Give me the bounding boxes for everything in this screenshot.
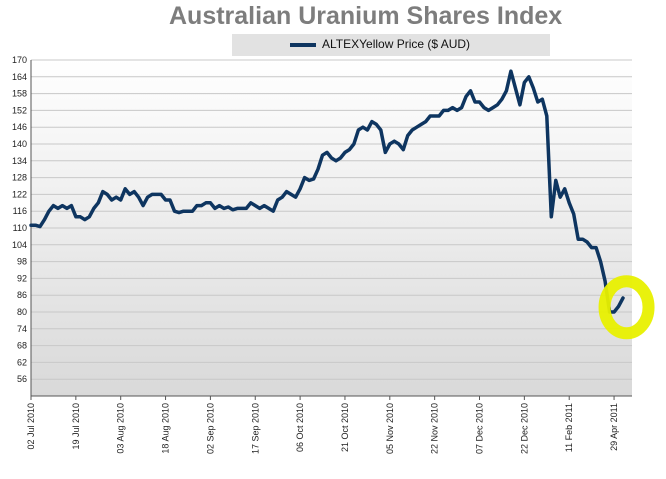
x-tick-label: 29 Apr 2011 [609, 403, 619, 451]
y-axis: 56 62 68 74 80 86 92 98 104 110 116 122 128 134 140 146… [12, 55, 632, 397]
legend: ALTEXYellow Price ($ AUD) [232, 34, 550, 56]
x-tick-label: 21 Oct 2010 [340, 403, 350, 452]
y-tick-label: 158 [12, 89, 27, 99]
x-tick-label: 06 Oct 2010 [295, 403, 305, 452]
y-tick-label: 74 [17, 324, 27, 334]
y-tick-label: 140 [12, 139, 27, 149]
y-tick-label: 122 [12, 189, 27, 199]
series-line [29, 69, 625, 314]
x-axis: 02 Jul 2010 19 Jul 2010 03 Aug 2010 18 Aug … [26, 396, 619, 454]
y-tick-label: 116 [13, 206, 27, 216]
y-tick-label: 56 [17, 374, 27, 384]
annotation-layer [598, 275, 655, 340]
y-tick-label: 86 [17, 290, 27, 300]
x-tick-label: 18 Aug 2010 [161, 403, 171, 454]
legend-label: ALTEXYellow Price ($ AUD) [322, 37, 471, 51]
x-tick-label: 02 Sep 2010 [205, 403, 215, 454]
x-tick-label: 07 Dec 2010 [475, 403, 485, 454]
x-tick-label: 03 Aug 2010 [116, 403, 126, 454]
y-tick-label: 98 [17, 257, 27, 267]
y-tick-label: 170 [12, 55, 27, 65]
y-tick-label: 146 [12, 122, 27, 132]
y-tick-label: 128 [12, 173, 27, 183]
x-tick-label: 17 Sep 2010 [250, 403, 260, 454]
y-tick-label: 134 [12, 156, 27, 166]
y-tick-label: 152 [12, 105, 27, 115]
x-tick-label: 02 Jul 2010 [26, 403, 36, 450]
x-tick-label: 22 Nov 2010 [430, 403, 440, 454]
legend-swatch [290, 43, 316, 47]
x-tick-label: 19 Jul 2010 [71, 403, 81, 450]
y-tick-label: 80 [17, 307, 27, 317]
y-tick-label: 110 [13, 223, 27, 233]
y-tick-label: 92 [17, 273, 27, 283]
x-tick-label: 05 Nov 2010 [385, 403, 395, 454]
y-tick-label: 62 [17, 357, 27, 367]
highlight-circle [598, 275, 655, 340]
series-layer [29, 69, 625, 314]
chart-title: Australian Uranium Shares Index [169, 2, 563, 30]
x-tick-label: 11 Feb 2011 [564, 403, 574, 452]
y-tick-label: 104 [12, 240, 27, 250]
x-tick-label: 22 Dec 2010 [519, 403, 529, 454]
y-tick-label: 68 [17, 341, 27, 351]
grid [31, 59, 632, 380]
y-tick-label: 164 [12, 72, 27, 82]
